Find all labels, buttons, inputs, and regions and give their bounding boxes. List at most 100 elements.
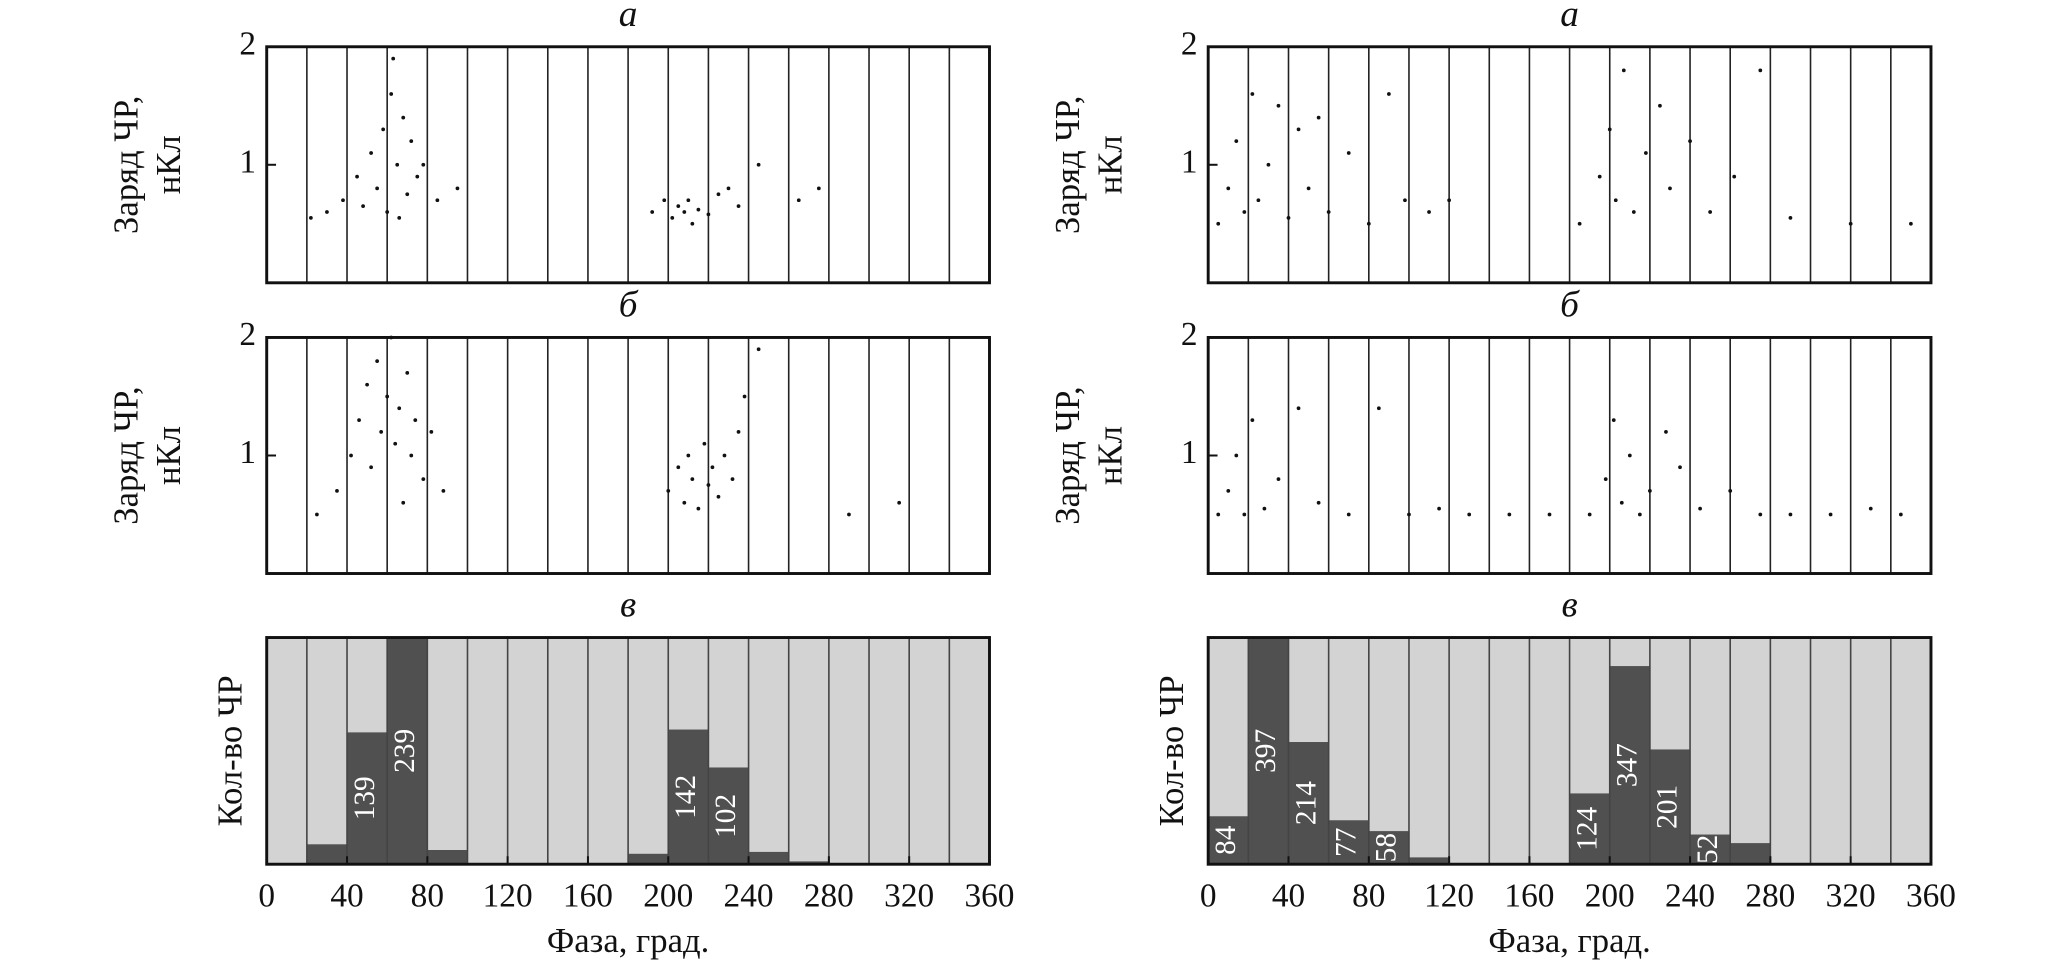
point: [1403, 198, 1407, 203]
point: [1266, 162, 1271, 167]
point: [1587, 512, 1592, 517]
bar-value-label: 77: [1330, 828, 1362, 857]
point: [1909, 221, 1913, 226]
point: [1234, 453, 1239, 458]
x-tick-label: 360: [964, 878, 1014, 915]
point: [397, 406, 402, 411]
plot-frame: [265, 636, 991, 866]
y-axis-label: нКл: [150, 135, 188, 194]
point: [756, 347, 761, 352]
point: [1688, 139, 1692, 144]
bar: [748, 851, 789, 865]
x-tick-label: 120: [483, 878, 533, 915]
x-tick-label: 280: [804, 878, 854, 915]
point: [1648, 489, 1652, 493]
y-axis-label: нКл: [1091, 426, 1129, 485]
point: [1276, 103, 1281, 108]
point: [369, 151, 373, 155]
point: [702, 441, 707, 446]
bar: [628, 853, 669, 865]
point: [716, 494, 721, 499]
y-tick-label: 2: [239, 316, 256, 353]
y-tick-label: 1: [239, 434, 256, 471]
point: [1407, 512, 1411, 517]
point: [1387, 92, 1391, 96]
panel-title: б: [1560, 285, 1580, 326]
point: [1306, 186, 1311, 191]
y-tick-label: 1: [239, 143, 256, 180]
point: [722, 453, 727, 458]
point: [375, 186, 380, 191]
bar: [1248, 637, 1289, 865]
point: [1607, 127, 1612, 132]
point: [1898, 512, 1903, 517]
bar: [387, 637, 428, 865]
point: [1467, 512, 1472, 517]
point: [670, 216, 675, 220]
bar: [1609, 666, 1650, 865]
point: [1664, 430, 1668, 434]
panel-title: а: [1560, 0, 1579, 35]
y-axis-label: Заряд ЧР,: [107, 386, 145, 524]
point: [1276, 477, 1281, 481]
bar: [1368, 831, 1409, 865]
point: [682, 500, 687, 505]
point: [1698, 506, 1702, 511]
y-tick-label: 2: [239, 25, 256, 62]
point: [315, 512, 319, 517]
point: [1316, 115, 1321, 120]
bar-value-label: 124: [1571, 806, 1603, 850]
point: [375, 359, 380, 363]
plot-frame: [1206, 45, 1933, 285]
y-tick-label: 2: [1181, 316, 1198, 353]
x-tick-label: 80: [411, 878, 444, 915]
point: [381, 127, 386, 132]
point: [676, 465, 681, 470]
point: [393, 441, 398, 446]
y-tick-label: 2: [1181, 25, 1198, 62]
point: [1242, 210, 1247, 214]
plot-frame: [1206, 336, 1933, 575]
point: [1250, 92, 1255, 96]
bar: [1690, 834, 1731, 865]
point: [1326, 210, 1331, 214]
point: [706, 212, 711, 217]
point: [682, 210, 687, 214]
point: [1366, 221, 1371, 226]
x-tick-label: 160: [563, 878, 613, 915]
bar-value-label: 347: [1612, 743, 1644, 787]
y-axis-label: Кол-во ЧР: [1153, 675, 1191, 826]
point: [1621, 68, 1626, 73]
point: [1678, 465, 1682, 470]
point: [1447, 198, 1451, 203]
point: [897, 500, 902, 505]
y-tick-label: 1: [1181, 434, 1198, 471]
point: [349, 453, 353, 458]
bar: [1730, 843, 1771, 865]
point: [1637, 512, 1642, 517]
point: [397, 216, 402, 220]
point: [1758, 512, 1763, 517]
point: [690, 221, 695, 226]
x-tick-label: 240: [724, 878, 774, 915]
point: [421, 477, 426, 481]
point: [1286, 216, 1291, 220]
y-axis-label: Заряд ЧР,: [1049, 386, 1087, 524]
bar-value-label: 102: [710, 794, 742, 838]
bar-value-label: 52: [1692, 835, 1724, 864]
plot-frame: [1206, 636, 1933, 866]
point: [1613, 198, 1618, 203]
point: [405, 192, 410, 197]
point: [726, 186, 731, 191]
bar: [427, 849, 468, 865]
point: [1788, 512, 1793, 517]
point: [401, 115, 406, 120]
bar: [1649, 749, 1691, 865]
point: [1262, 506, 1267, 511]
point: [650, 210, 655, 214]
bar: [306, 844, 348, 865]
bar-value-label: 397: [1250, 729, 1282, 773]
y-axis-label: нКл: [150, 426, 188, 485]
x-tick-label: 320: [1826, 878, 1876, 915]
